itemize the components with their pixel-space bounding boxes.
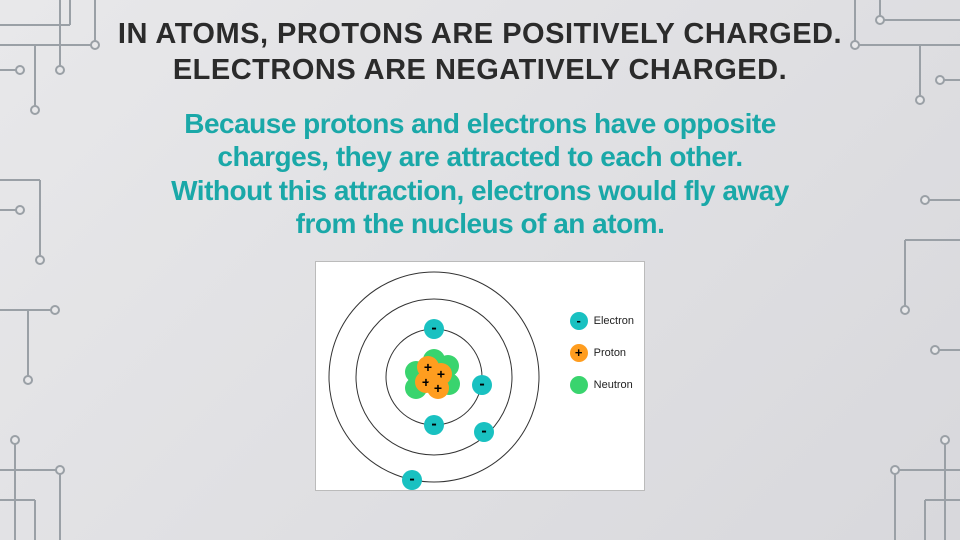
svg-text:-: - bbox=[479, 375, 484, 392]
electron-icon: - bbox=[570, 312, 588, 330]
atom-diagram: ++++----- - Electron + Proton Neutron bbox=[315, 261, 645, 491]
slide-title: IN ATOMS, PROTONS ARE POSITIVELY CHARGED… bbox=[80, 16, 880, 89]
proton-icon: + bbox=[570, 344, 588, 362]
svg-text:+: + bbox=[434, 380, 442, 396]
body-line-4: from the nucleus of an atom. bbox=[120, 207, 840, 241]
svg-text:-: - bbox=[409, 470, 414, 487]
legend-label-neutron: Neutron bbox=[594, 379, 633, 391]
legend-label-electron: Electron bbox=[594, 315, 634, 327]
title-line-1: IN ATOMS, PROTONS ARE POSITIVELY CHARGED… bbox=[80, 16, 880, 52]
legend-row-electron: - Electron bbox=[570, 312, 634, 330]
legend-label-proton: Proton bbox=[594, 347, 626, 359]
body-line-3: Without this attraction, electrons would… bbox=[120, 174, 840, 208]
slide-body: Because protons and electrons have oppos… bbox=[120, 107, 840, 241]
neutron-icon bbox=[570, 376, 588, 394]
svg-text:-: - bbox=[481, 422, 486, 439]
body-line-1: Because protons and electrons have oppos… bbox=[120, 107, 840, 141]
svg-text:-: - bbox=[431, 319, 436, 336]
legend-row-proton: + Proton bbox=[570, 344, 634, 362]
body-line-2: charges, they are attracted to each othe… bbox=[120, 140, 840, 174]
legend-row-neutron: Neutron bbox=[570, 376, 634, 394]
legend: - Electron + Proton Neutron bbox=[570, 312, 634, 408]
title-line-2: ELECTRONS ARE NEGATIVELY CHARGED. bbox=[80, 52, 880, 88]
svg-text:-: - bbox=[431, 415, 436, 432]
slide-content: IN ATOMS, PROTONS ARE POSITIVELY CHARGED… bbox=[0, 0, 960, 491]
